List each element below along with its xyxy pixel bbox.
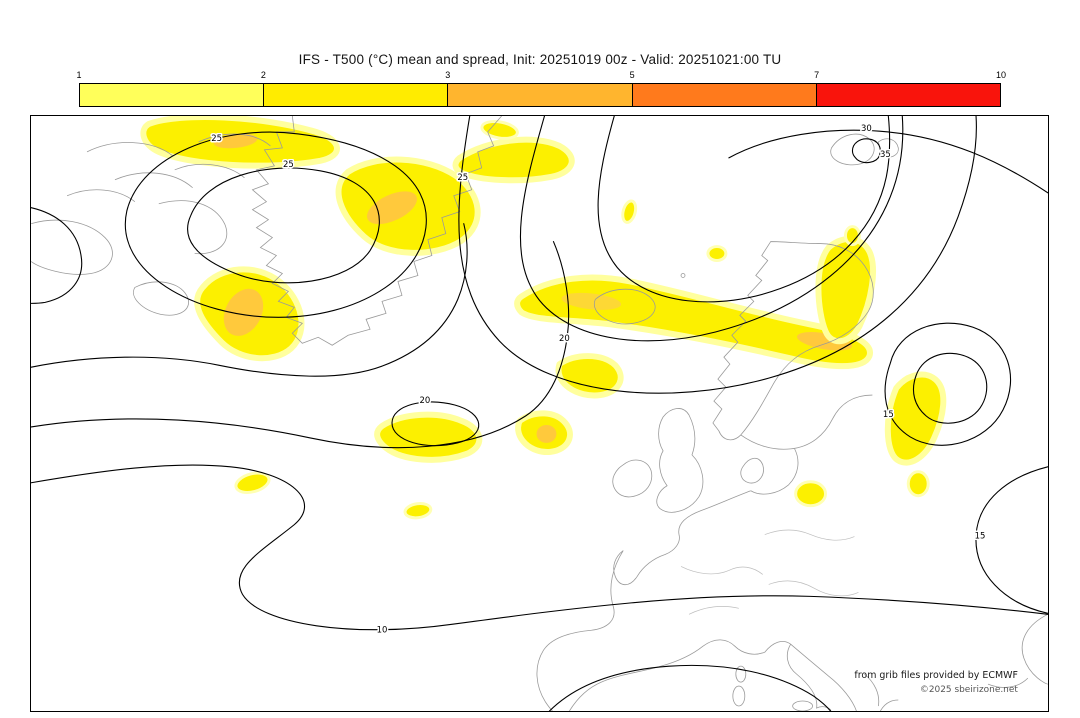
colorbar-tick-label: 7 [814,70,820,80]
coastline-sardinia [732,685,746,707]
coastline-italy [764,641,832,711]
colorbar-tick-label: 3 [445,70,451,80]
credits-line1: from grib files provided by ECMWF [854,670,1017,681]
colorbar-segment [448,84,633,106]
spread-core [561,292,622,310]
weather-map-svg: 25 25 25 30 35 20 20 15 15 10 from grib files pro… [31,116,1048,711]
colorbar-tick-row: 1 2 3 5 7 10 [76,70,1006,83]
coastline-labrador [31,219,113,275]
contour-line [187,167,380,284]
contour-label: 20 [419,395,430,405]
contour-line [31,241,570,449]
contour-line [913,352,988,424]
spread-area [906,470,930,498]
coastline-adriatic [790,643,857,711]
coastline-sicily [792,700,813,711]
coastline-scandinavia [712,241,874,441]
coastline-ireland [612,459,653,498]
contour-line [391,401,480,447]
colorbar-tick-label: 5 [629,70,635,80]
contour-line [597,116,891,303]
credits: from grib files provided by ECMWF ©2025 … [854,670,1018,695]
colorbar-segment [264,84,449,106]
contour-label: 25 [283,159,294,169]
contour-line [124,131,427,318]
colorbar-tick-label: 1 [76,70,82,80]
spread-area [621,199,638,224]
contour-line [548,664,832,711]
colorbar-tick-label: 10 [995,70,1007,80]
colorbar-bar [79,83,1001,107]
contour-label: 20 [559,333,570,343]
spread-area [794,480,828,508]
coastline-greece [864,673,899,711]
coastline-denmark [740,457,764,484]
coastline-arctic-canada [66,133,271,254]
spread-area [706,245,728,263]
credits-line2: ©2025 sbeirizone.net [920,685,1018,695]
contour-layer [31,116,1048,711]
spread-area [884,371,947,466]
spread-area [843,225,861,247]
spread-colorbar: 1 2 3 5 7 10 [76,70,1006,107]
contour-label-layer: 25 25 25 30 35 20 20 15 15 10 [210,121,987,635]
contour-label: 15 [975,531,986,541]
spread-area [403,502,433,520]
contour-label: 15 [883,409,894,419]
spread-area [452,136,575,184]
contour-label: 25 [457,172,468,182]
colorbar-tick-label: 2 [260,70,266,80]
colorbar-segment [816,84,1001,106]
coastline-iceland [593,288,656,325]
spread-area [234,471,271,494]
contour-line [884,322,1012,446]
coastline-britain [656,408,704,513]
coastline-greenland [251,116,502,346]
coastline-layer [31,116,1048,711]
spread-layer [140,116,947,520]
contour-label: 25 [211,133,222,143]
coastline-corsica [735,665,747,683]
coastline-iberia-med [569,639,765,711]
contour-line [851,138,881,164]
coastline-newfoundland [133,281,189,316]
contour-line [31,223,468,377]
contour-label: 10 [377,624,388,634]
coastline-faroe [680,273,686,278]
coastline-svalbard [830,133,899,166]
contour-line [975,466,1048,614]
contour-line [458,116,977,394]
contour-label: 30 [861,123,872,133]
spread-area [815,236,876,345]
border-lines-europe [680,529,859,615]
spread-area [555,353,624,399]
coastline-europe-west [536,490,751,711]
colorbar-segment [80,84,265,106]
colorbar-segment [632,84,817,106]
spread-area [374,411,483,463]
coastline-baltic [740,394,873,495]
spread-area [480,120,519,140]
contour-line [519,116,904,342]
contour-label: 35 [880,149,891,159]
contour-line [31,464,1048,631]
spread-core [223,288,264,336]
spread-core [536,424,557,443]
contour-line [728,129,1048,194]
map-frame: 25 25 25 30 35 20 20 15 15 10 from grib files pro… [30,115,1049,712]
coastline-black-sea [987,613,1048,688]
contour-line [31,207,83,304]
chart-title: IFS - T500 (°C) mean and spread, Init: 2… [298,52,782,67]
